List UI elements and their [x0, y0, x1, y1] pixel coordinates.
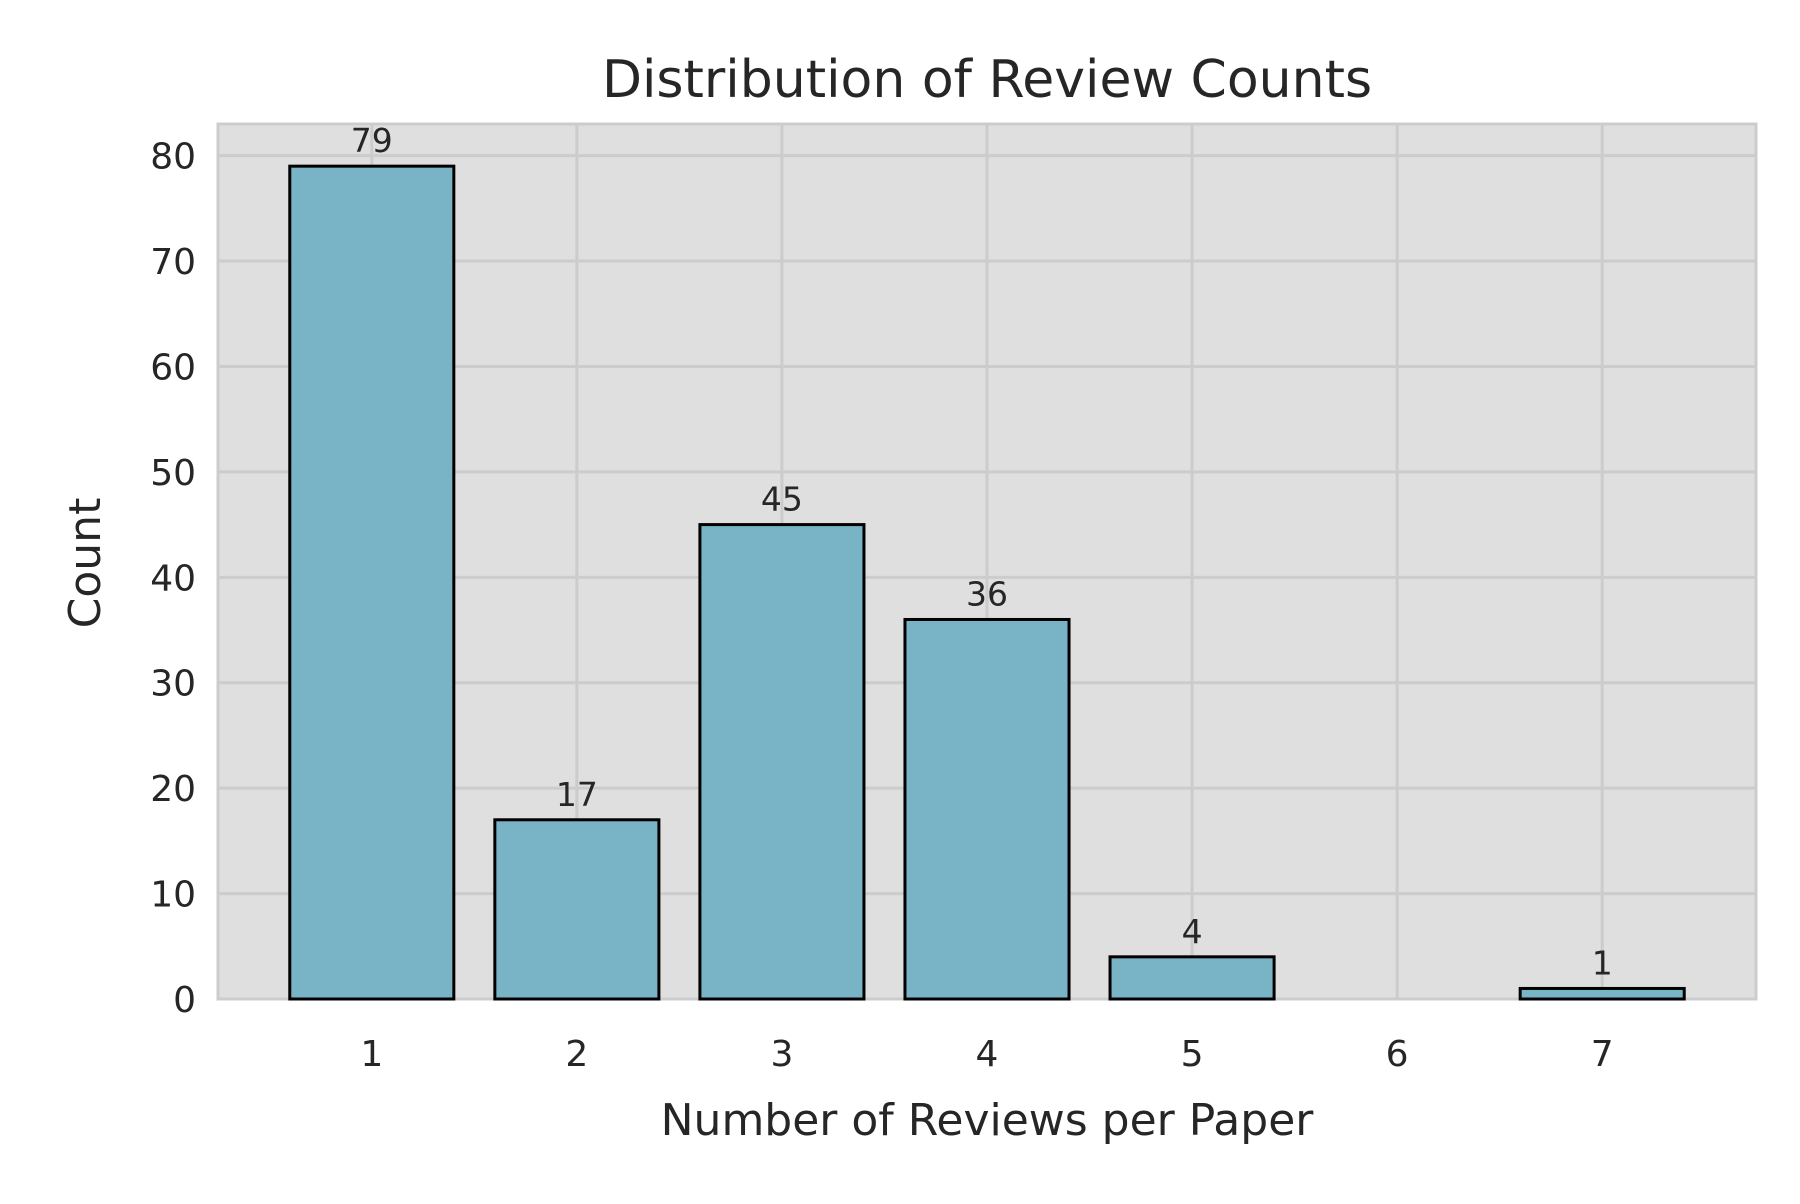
bar-3: [698, 523, 866, 1001]
y-tick-label: 20: [150, 769, 196, 810]
bar-value-label: 36: [966, 574, 1008, 613]
x-tick-label: 2: [565, 1034, 588, 1075]
bar-2: [493, 818, 661, 1001]
bar-value-label: 4: [1182, 912, 1203, 951]
bar-5: [1108, 955, 1276, 1001]
y-tick-label: 10: [150, 875, 196, 916]
bar-value-label: 1: [1592, 943, 1613, 982]
y-axis-label: Count: [60, 498, 111, 629]
y-axis-ticks: 0 10 20 30 40 50 60 70 80: [150, 137, 196, 1021]
bar-value-label: 17: [556, 775, 598, 814]
x-tick-label: 5: [1181, 1034, 1204, 1075]
bar-value-label: 45: [761, 480, 803, 519]
x-tick-label: 1: [360, 1034, 383, 1075]
x-tick-label: 4: [976, 1034, 999, 1075]
x-axis-label: Number of Reviews per Paper: [661, 1095, 1315, 1146]
x-tick-label: 6: [1386, 1034, 1409, 1075]
y-tick-label: 60: [150, 347, 196, 388]
bar-1: [288, 164, 456, 1001]
y-tick-label: 40: [150, 558, 196, 599]
bar-4: [903, 617, 1071, 1001]
bar-value-label: 79: [351, 121, 393, 160]
bar-7: [1518, 986, 1686, 1001]
x-tick-label: 7: [1591, 1034, 1614, 1075]
bars: [288, 164, 1686, 1001]
x-tick-label: 3: [770, 1034, 793, 1075]
y-tick-label: 70: [150, 242, 196, 283]
y-tick-label: 50: [150, 453, 196, 494]
y-tick-label: 80: [150, 137, 196, 178]
y-tick-label: 30: [150, 664, 196, 705]
chart-title: Distribution of Review Counts: [602, 50, 1372, 110]
y-tick-label: 0: [173, 980, 196, 1021]
x-axis-ticks: 1 2 3 4 5 6 7: [360, 1034, 1613, 1075]
bar-value-labels: 79 17 45 36 4 1: [351, 121, 1613, 982]
